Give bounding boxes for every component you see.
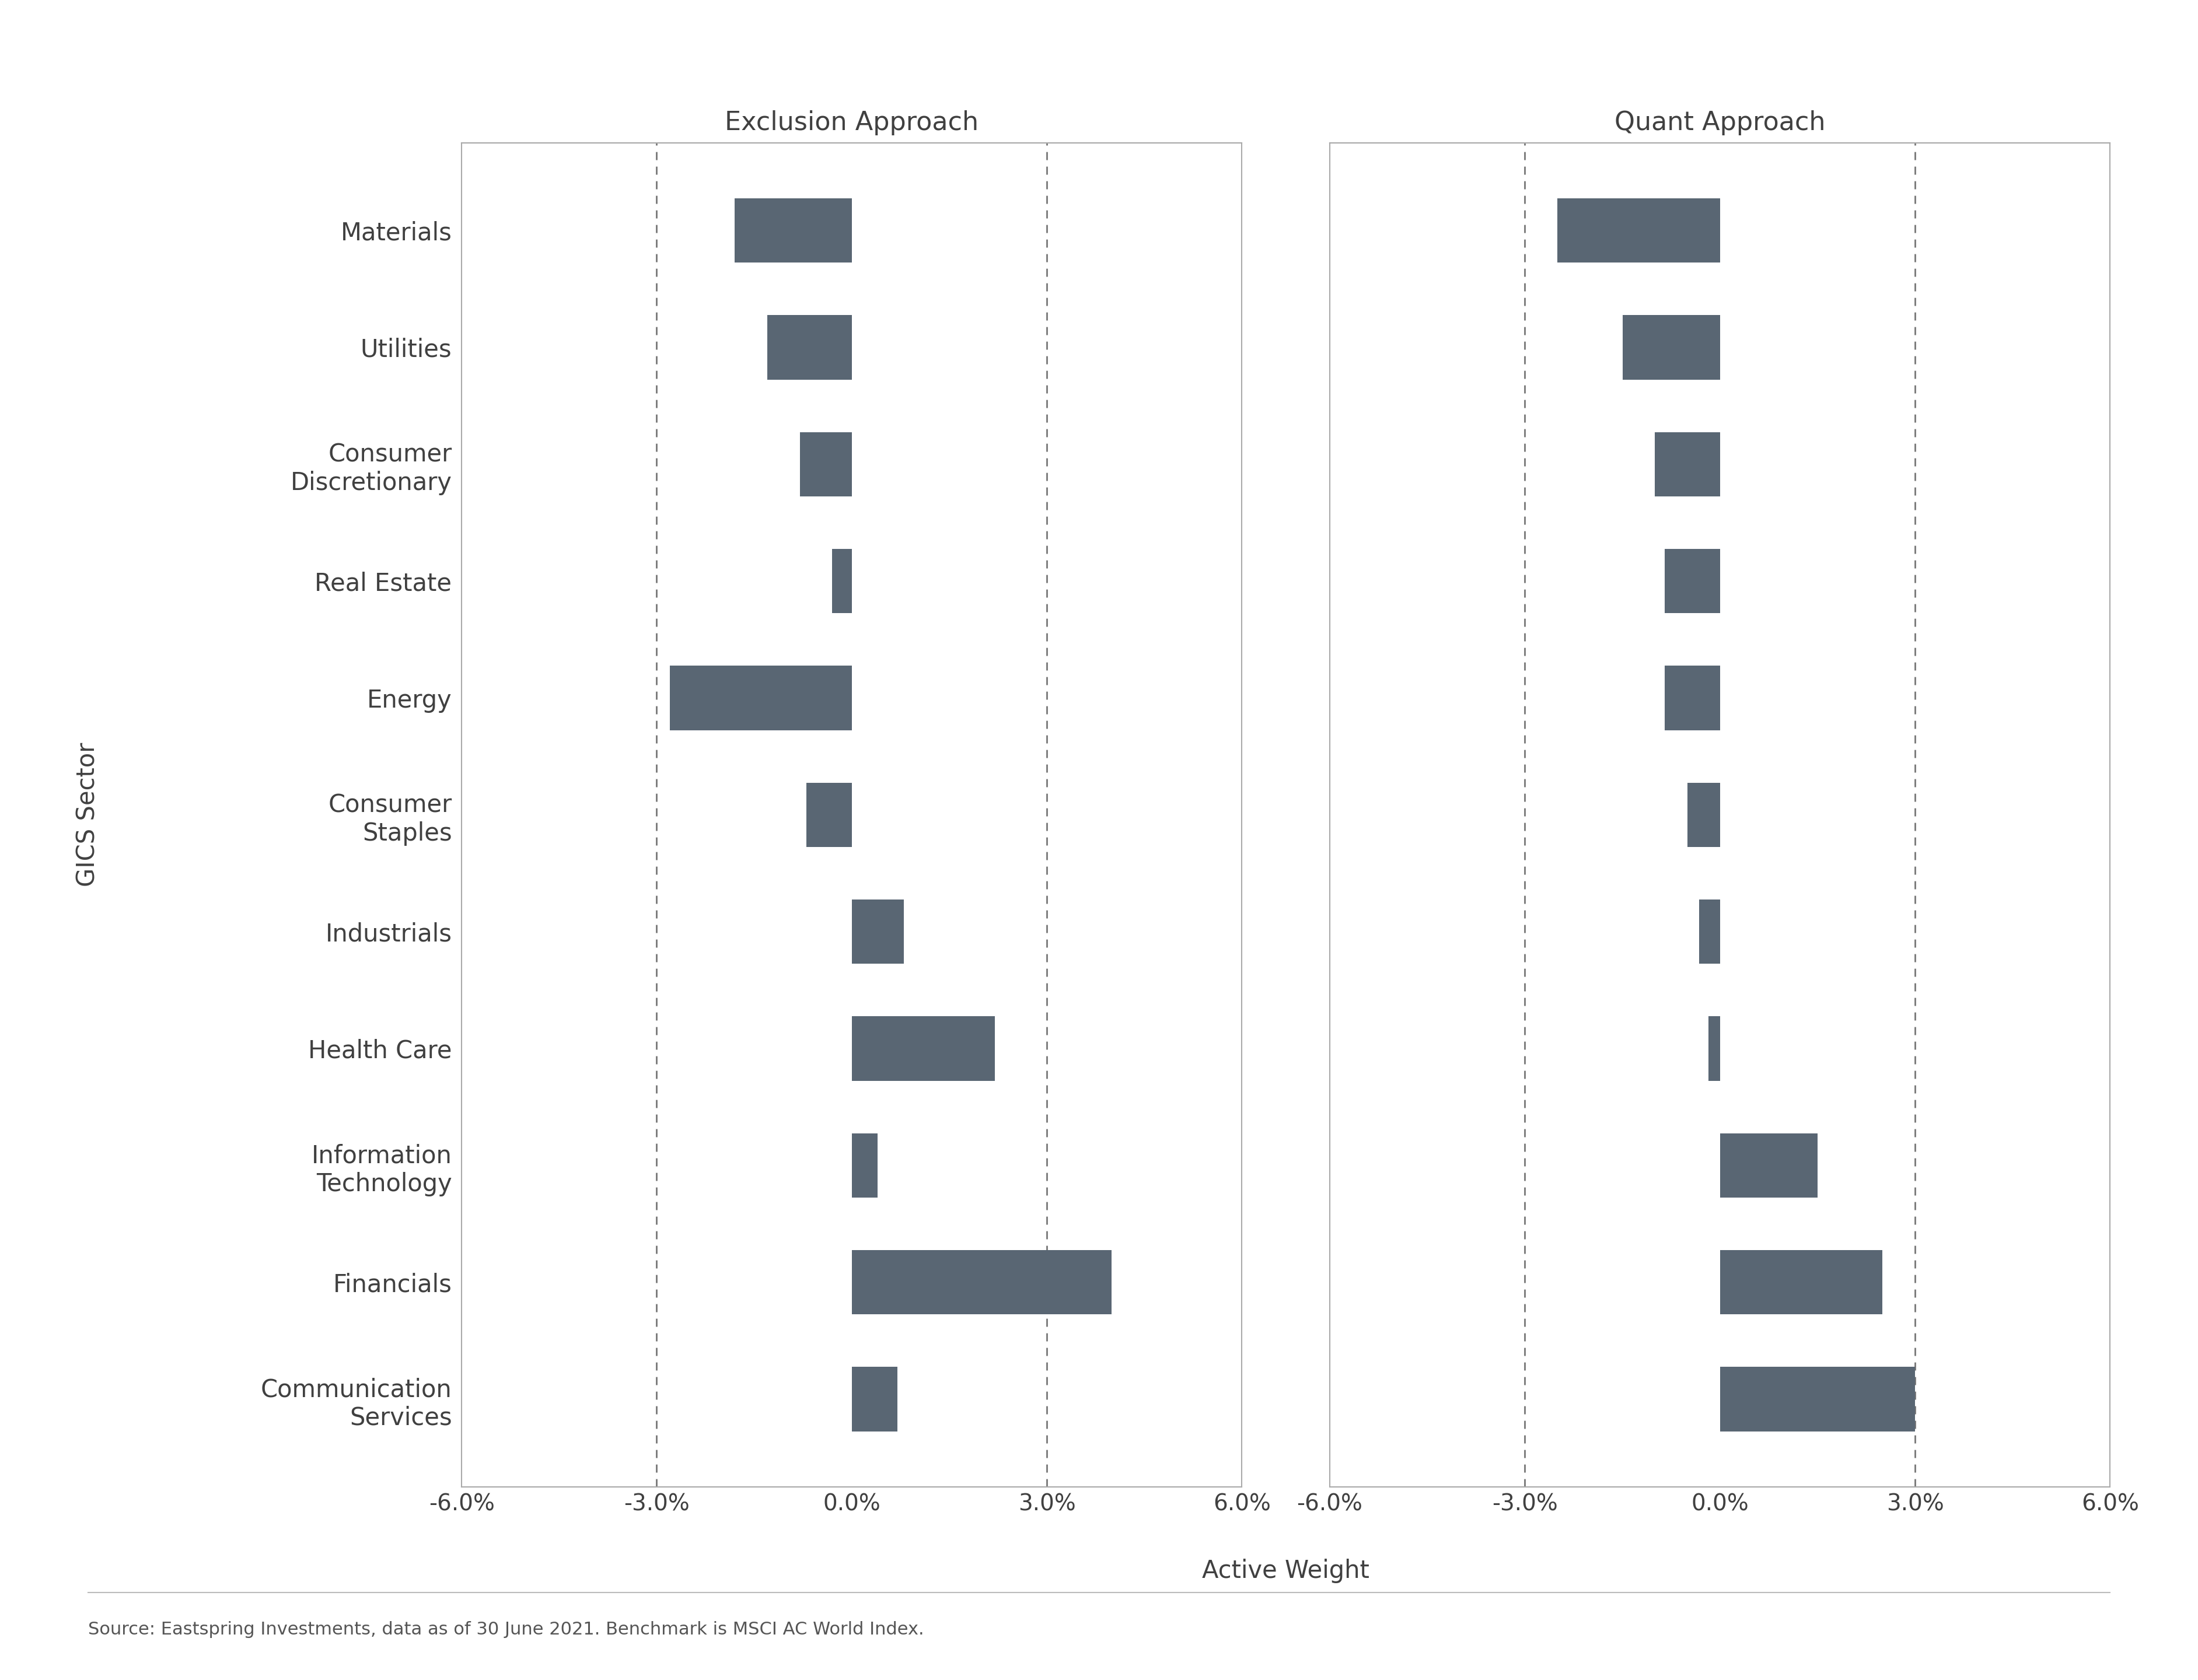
- Bar: [1664, 665, 1719, 731]
- Bar: [1719, 1368, 1914, 1431]
- Bar: [734, 198, 853, 262]
- Bar: [853, 1368, 897, 1431]
- Bar: [807, 783, 853, 847]
- Bar: [853, 1016, 996, 1080]
- Bar: [800, 432, 853, 496]
- Bar: [767, 316, 853, 380]
- Bar: [1664, 549, 1719, 613]
- Bar: [1719, 1250, 1881, 1314]
- Bar: [1655, 432, 1719, 496]
- Title: Quant Approach: Quant Approach: [1616, 109, 1824, 134]
- Bar: [833, 549, 853, 613]
- Bar: [1699, 899, 1719, 964]
- Bar: [853, 1134, 877, 1198]
- Bar: [1688, 783, 1719, 847]
- Text: GICS Sector: GICS Sector: [75, 743, 101, 887]
- Bar: [670, 665, 853, 731]
- Bar: [853, 1250, 1112, 1314]
- Text: Source: Eastspring Investments, data as of 30 June 2021. Benchmark is MSCI AC Wo: Source: Eastspring Investments, data as …: [88, 1621, 923, 1638]
- Text: Active Weight: Active Weight: [1202, 1559, 1369, 1583]
- Bar: [1708, 1016, 1719, 1080]
- Bar: [1558, 198, 1719, 262]
- Title: Exclusion Approach: Exclusion Approach: [725, 109, 978, 134]
- Bar: [1622, 316, 1719, 380]
- Bar: [1719, 1134, 1818, 1198]
- Bar: [853, 899, 903, 964]
